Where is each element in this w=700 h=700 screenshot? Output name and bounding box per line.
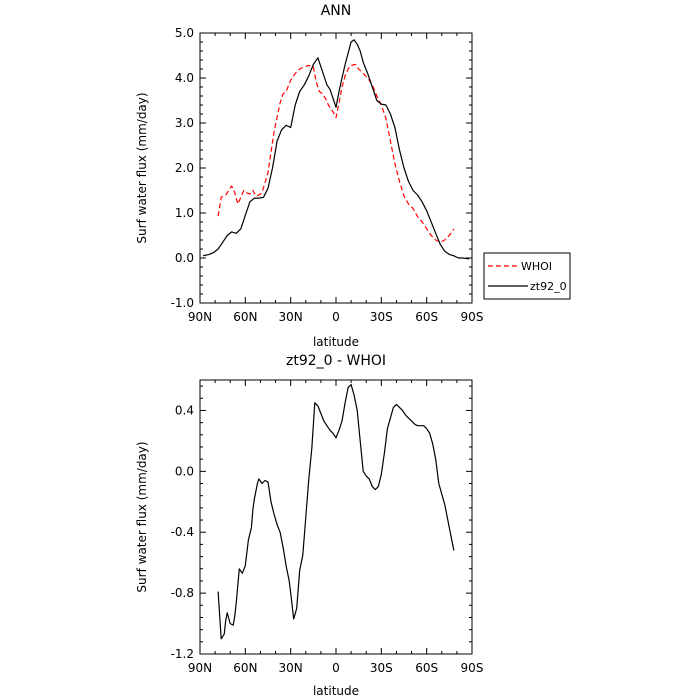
x-tick-label: 60S bbox=[415, 310, 438, 324]
y-tick-label: -1.0 bbox=[171, 296, 194, 310]
plot-frame bbox=[199, 379, 473, 655]
plot-frame bbox=[199, 32, 473, 304]
legend-entry-whoi: WHOI bbox=[521, 260, 552, 273]
panel-difference: zt92_0 - WHOI Surf water flux (mm/day) l… bbox=[135, 353, 483, 698]
x-tick-label: 60N bbox=[233, 661, 257, 675]
chart-title: zt92_0 - WHOI bbox=[286, 353, 386, 369]
y-tick-label: 4.0 bbox=[175, 71, 194, 85]
x-tick-label: 60N bbox=[233, 310, 257, 324]
y-tick-label: 3.0 bbox=[175, 116, 194, 130]
y-axis-label: Surf water flux (mm/day) bbox=[135, 92, 149, 243]
x-tick-label: 90N bbox=[188, 310, 212, 324]
panel-annual-mean: ANN Surf water flux (mm/day) latitude 90… bbox=[135, 3, 483, 349]
x-tick-label: 90S bbox=[461, 661, 484, 675]
y-tick-label: -1.2 bbox=[171, 647, 194, 661]
series-layer bbox=[217, 384, 455, 640]
series-line-zt92-0 bbox=[202, 39, 470, 260]
y-tick-label: -0.4 bbox=[171, 525, 194, 539]
y-tick-label: 5.0 bbox=[175, 26, 194, 40]
y-tick-label: -0.8 bbox=[171, 586, 194, 600]
y-tick-label: 1.0 bbox=[175, 206, 194, 220]
x-tick-label: 0 bbox=[332, 661, 340, 675]
x-tick-label: 0 bbox=[332, 310, 340, 324]
y-axis-label: Surf water flux (mm/day) bbox=[135, 441, 149, 592]
axis-ticks: 90N 60N 30N 0 30S 60S 90S -1.2 -0.8 -0.4 0.0 0.4 bbox=[171, 380, 484, 675]
legend-box bbox=[483, 252, 571, 300]
y-tick-label: 0.4 bbox=[175, 403, 194, 417]
y-tick-label: 2.0 bbox=[175, 161, 194, 175]
x-tick-label: 30N bbox=[279, 661, 303, 675]
x-tick-label: 60S bbox=[415, 661, 438, 675]
x-tick-label: 90N bbox=[188, 661, 212, 675]
legend-entry-zt92: zt92_0 bbox=[530, 280, 567, 293]
series-line-difference bbox=[217, 384, 455, 640]
y-tick-label: 0.0 bbox=[175, 464, 194, 478]
y-tick-label: 0.0 bbox=[175, 251, 194, 265]
series-line-whoi bbox=[217, 63, 455, 243]
legend: WHOI zt92_0 bbox=[483, 252, 571, 300]
series-layer bbox=[202, 39, 470, 260]
axis-ticks: 90N 60N 30N 0 30S 60S 90S -1.0 0.0 1.0 2.0 3.0 4.0 5.… bbox=[171, 26, 484, 324]
x-axis-label: latitude bbox=[313, 684, 359, 698]
x-tick-label: 30S bbox=[370, 310, 393, 324]
chart-title: ANN bbox=[321, 3, 352, 19]
x-tick-label: 30N bbox=[279, 310, 303, 324]
x-axis-label: latitude bbox=[313, 335, 359, 349]
x-tick-label: 90S bbox=[461, 310, 484, 324]
x-tick-label: 30S bbox=[370, 661, 393, 675]
